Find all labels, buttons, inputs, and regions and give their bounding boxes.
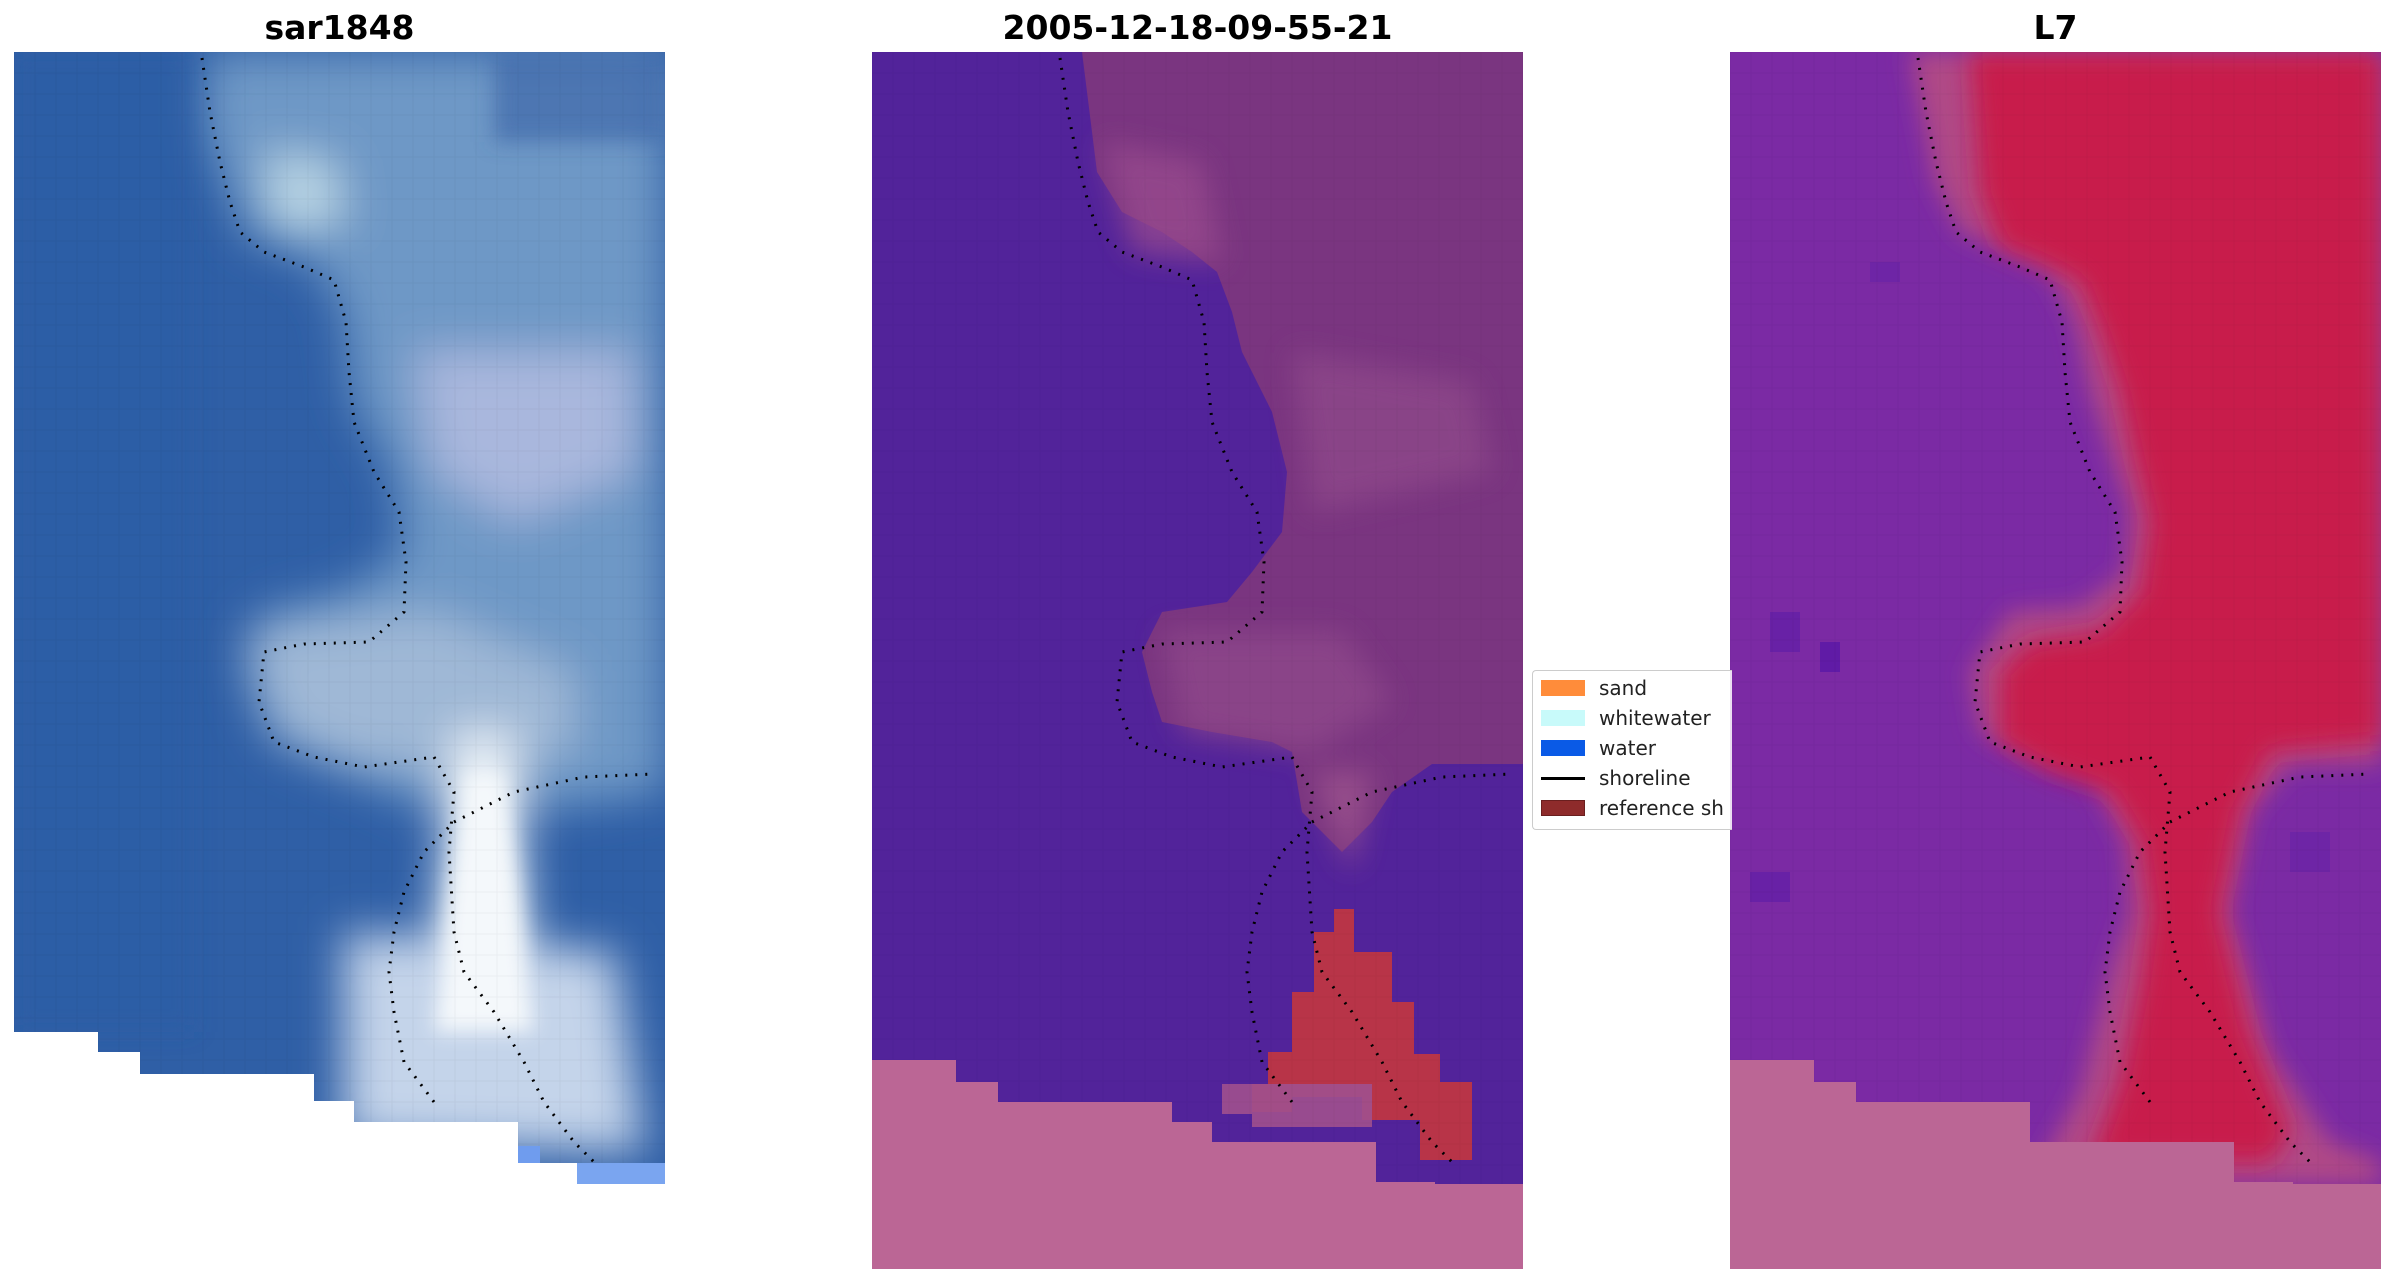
legend-label-whitewater: whitewater	[1599, 706, 1711, 730]
sand-swatch	[1541, 680, 1585, 696]
legend-item-water: water	[1533, 733, 1732, 763]
panel-title-rgb: sar1848	[264, 8, 415, 47]
panel-title-classified: 2005-12-18-09-55-21	[1002, 8, 1393, 47]
legend-item-reference: reference sh	[1533, 793, 1732, 823]
panel-rgb-image	[14, 52, 665, 1269]
reference-swatch	[1541, 800, 1585, 816]
legend-item-sand: sand	[1533, 673, 1732, 703]
panel-title-index: L7	[2033, 8, 2078, 47]
legend: sand whitewater water shoreline referenc…	[1532, 670, 1732, 830]
legend-item-whitewater: whitewater	[1533, 703, 1732, 733]
water-swatch	[1541, 740, 1585, 756]
legend-item-shoreline: shoreline	[1533, 763, 1732, 793]
shoreline-line-swatch	[1541, 777, 1585, 780]
panel-classified-image	[872, 52, 1523, 1269]
legend-label-sand: sand	[1599, 676, 1648, 700]
legend-label-shoreline: shoreline	[1599, 766, 1691, 790]
legend-label-water: water	[1599, 736, 1656, 760]
legend-label-reference: reference sh	[1599, 796, 1724, 820]
panel-index-image	[1730, 52, 2381, 1269]
whitewater-swatch	[1541, 710, 1585, 726]
